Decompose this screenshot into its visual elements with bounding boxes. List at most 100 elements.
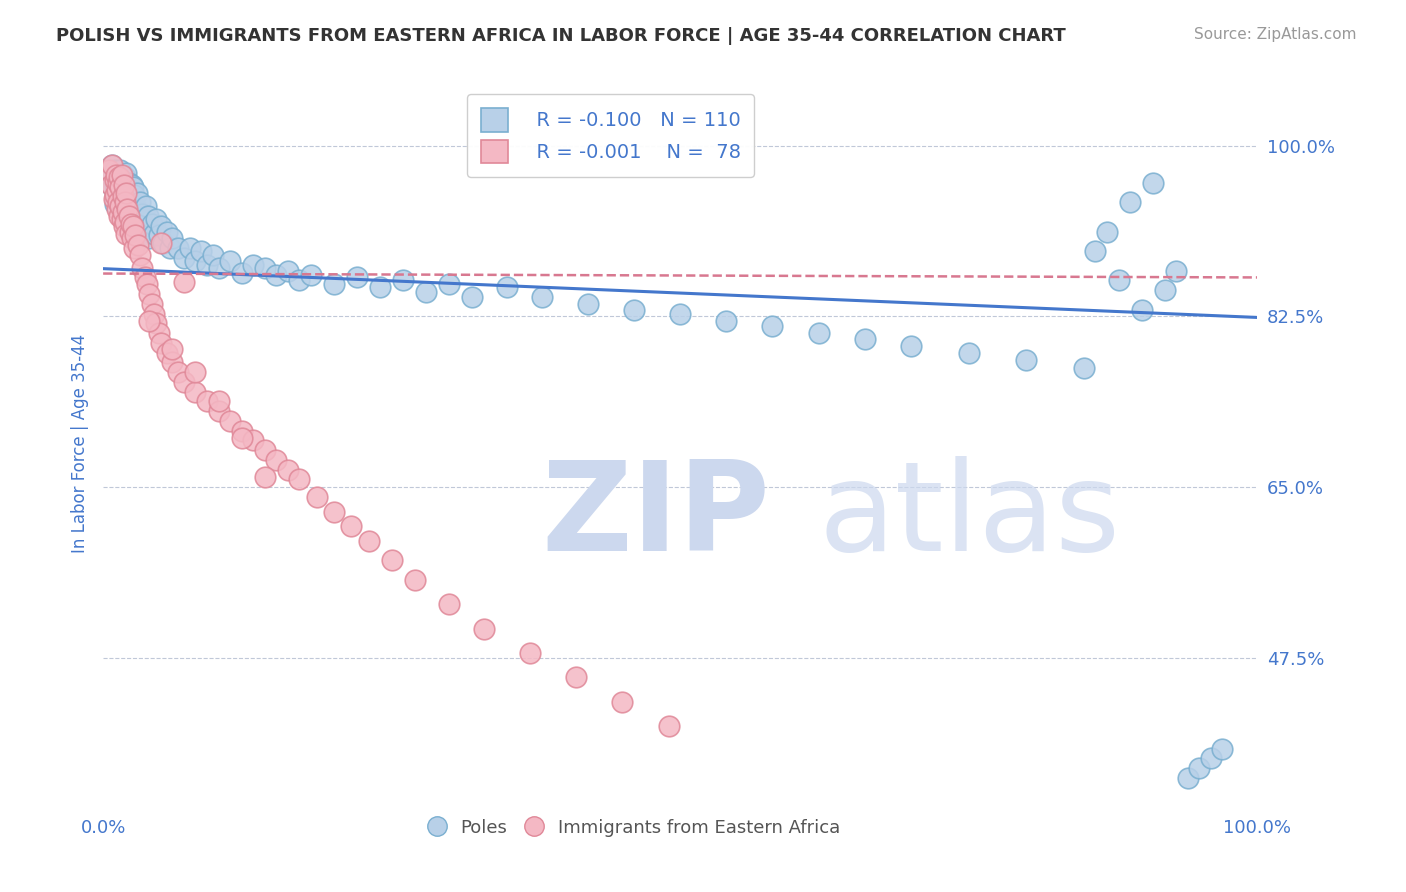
Point — [1130, 302, 1153, 317]
Point — [392, 273, 415, 287]
Point — [439, 277, 461, 292]
Point — [131, 260, 153, 275]
Point — [134, 211, 156, 226]
Point — [110, 163, 132, 178]
Text: Source: ZipAtlas.com: Source: ZipAtlas.com — [1194, 27, 1357, 42]
Point — [111, 173, 134, 187]
Point — [1211, 741, 1233, 756]
Point — [219, 414, 242, 428]
Point — [149, 219, 172, 233]
Point — [242, 434, 264, 448]
Point — [253, 443, 276, 458]
Point — [117, 189, 139, 203]
Point — [114, 169, 136, 184]
Point — [305, 490, 328, 504]
Point — [124, 228, 146, 243]
Point — [340, 519, 363, 533]
Point — [207, 394, 229, 409]
Point — [111, 193, 134, 207]
Point — [381, 553, 404, 567]
Point — [107, 183, 129, 197]
Point — [439, 597, 461, 611]
Point — [576, 297, 599, 311]
Point — [900, 339, 922, 353]
Point — [122, 195, 145, 210]
Point — [114, 205, 136, 219]
Point — [104, 187, 127, 202]
Point — [167, 365, 190, 379]
Point — [288, 273, 311, 287]
Point — [141, 217, 163, 231]
Point — [357, 533, 380, 548]
Point — [127, 219, 149, 233]
Point — [118, 183, 141, 197]
Text: ZIP: ZIP — [541, 456, 770, 577]
Point — [129, 248, 152, 262]
Point — [519, 646, 541, 660]
Point — [162, 355, 184, 369]
Point — [138, 287, 160, 301]
Point — [404, 573, 426, 587]
Point — [145, 316, 167, 330]
Point — [129, 195, 152, 210]
Point — [195, 394, 218, 409]
Point — [101, 158, 124, 172]
Point — [136, 225, 159, 239]
Point — [117, 176, 139, 190]
Point — [1108, 273, 1130, 287]
Point — [138, 231, 160, 245]
Point — [117, 202, 139, 216]
Point — [231, 431, 253, 445]
Point — [120, 217, 142, 231]
Point — [565, 670, 588, 684]
Point — [104, 163, 127, 178]
Point — [277, 263, 299, 277]
Point — [100, 178, 122, 192]
Point — [124, 199, 146, 213]
Point — [117, 197, 139, 211]
Point — [136, 277, 159, 292]
Point — [368, 280, 391, 294]
Point — [231, 266, 253, 280]
Point — [195, 258, 218, 272]
Point — [155, 225, 177, 239]
Point — [1119, 195, 1142, 210]
Point — [322, 505, 344, 519]
Point — [253, 470, 276, 484]
Point — [184, 384, 207, 399]
Point — [115, 166, 138, 180]
Point — [127, 238, 149, 252]
Point — [117, 209, 139, 223]
Point — [142, 306, 165, 320]
Point — [111, 189, 134, 203]
Point — [105, 193, 128, 207]
Point — [173, 251, 195, 265]
Point — [612, 695, 634, 709]
Point — [124, 241, 146, 255]
Point — [264, 268, 287, 282]
Point — [108, 209, 131, 223]
Point — [124, 187, 146, 202]
Point — [110, 178, 132, 192]
Point — [124, 202, 146, 216]
Point — [155, 345, 177, 359]
Point — [461, 290, 484, 304]
Point — [1153, 283, 1175, 297]
Point — [148, 228, 170, 243]
Point — [1142, 176, 1164, 190]
Point — [288, 472, 311, 486]
Point — [118, 209, 141, 223]
Point — [184, 253, 207, 268]
Point — [145, 211, 167, 226]
Point — [114, 195, 136, 210]
Point — [134, 270, 156, 285]
Point — [1095, 225, 1118, 239]
Point — [807, 326, 830, 340]
Point — [141, 297, 163, 311]
Point — [97, 163, 120, 178]
Point — [190, 244, 212, 258]
Point — [149, 335, 172, 350]
Point — [104, 197, 127, 211]
Point — [117, 202, 139, 216]
Point — [472, 622, 495, 636]
